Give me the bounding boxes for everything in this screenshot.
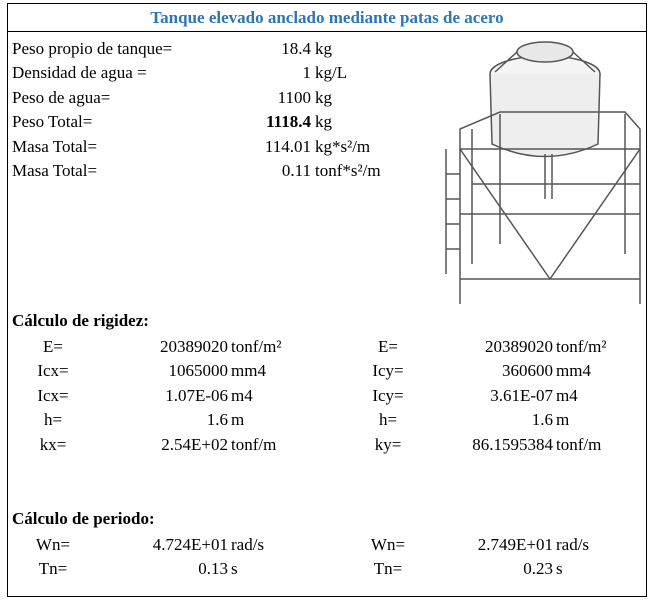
label: E=	[378, 337, 398, 356]
unit: s	[556, 559, 563, 579]
value: 360600	[502, 361, 553, 381]
section-heading: Cálculo de rigidez:	[12, 311, 149, 330]
unit: mm4	[231, 361, 266, 381]
value: 1.6	[206, 410, 228, 430]
label: Masa Total=	[12, 161, 98, 180]
label: Tn=	[373, 559, 403, 579]
sheet: Tanque elevado anclado mediante patas de…	[7, 3, 647, 597]
unit: tonf/m²	[231, 337, 282, 356]
value: 3.61E-07	[490, 385, 553, 405]
value: 0.11	[281, 161, 311, 180]
value: 1	[302, 63, 312, 83]
unit: tonf*s²/m	[315, 161, 381, 180]
value: 0.23	[523, 559, 553, 579]
label: h=	[43, 410, 63, 430]
unit: rad/s	[556, 535, 590, 554]
unit: kg	[315, 112, 332, 132]
unit: tonf/m	[231, 434, 277, 454]
value: 1.6	[531, 410, 553, 430]
label: ky=	[374, 434, 402, 454]
label: Densidad de agua =	[12, 63, 147, 83]
label: E=	[43, 337, 63, 356]
value: 2.749E+01	[477, 535, 553, 554]
unit: m4	[231, 385, 253, 405]
label: Tn=	[38, 559, 68, 579]
label: Icy=	[372, 385, 404, 405]
label: Icx=	[37, 385, 69, 405]
title: Tanque elevado anclado mediante patas de…	[8, 4, 646, 32]
label: kx=	[39, 434, 67, 454]
unit: rad/s	[231, 535, 265, 554]
label: Icy=	[372, 361, 404, 381]
value: 0.13	[198, 559, 228, 579]
unit: m	[231, 410, 245, 430]
value: 1100	[277, 87, 311, 107]
value: 114.01	[264, 136, 311, 156]
label: Peso de agua=	[12, 87, 111, 107]
value: 2.54E+02	[161, 434, 228, 454]
label: Masa Total=	[12, 136, 98, 156]
section-heading: Cálculo de periodo:	[12, 509, 155, 528]
value: 1118.4	[266, 112, 311, 132]
value: 1.07E-06	[165, 385, 228, 405]
unit: m	[556, 410, 570, 430]
value: 4.724E+01	[152, 535, 228, 554]
label: Peso propio de tanque=	[12, 39, 173, 58]
value: 86.1595384	[472, 434, 553, 454]
value: 20389020	[160, 337, 228, 356]
label: Wn=	[35, 535, 71, 554]
unit: s	[231, 559, 238, 579]
label: h=	[378, 410, 398, 430]
unit: mm4	[556, 361, 591, 381]
value: 18.4	[281, 39, 311, 58]
label: Peso Total=	[12, 112, 93, 132]
unit: kg	[315, 87, 332, 107]
unit: m4	[556, 385, 578, 405]
unit: tonf/m²	[556, 337, 607, 356]
value: 20389020	[485, 337, 553, 356]
unit: kg/L	[315, 63, 348, 83]
unit: tonf/m	[556, 434, 602, 454]
tank-illustration	[445, 41, 641, 304]
unit: kg*s²/m	[315, 136, 371, 156]
label: Wn=	[370, 535, 406, 554]
unit: kg	[315, 39, 332, 58]
label: Icx=	[37, 361, 69, 381]
value: 1065000	[168, 361, 229, 381]
